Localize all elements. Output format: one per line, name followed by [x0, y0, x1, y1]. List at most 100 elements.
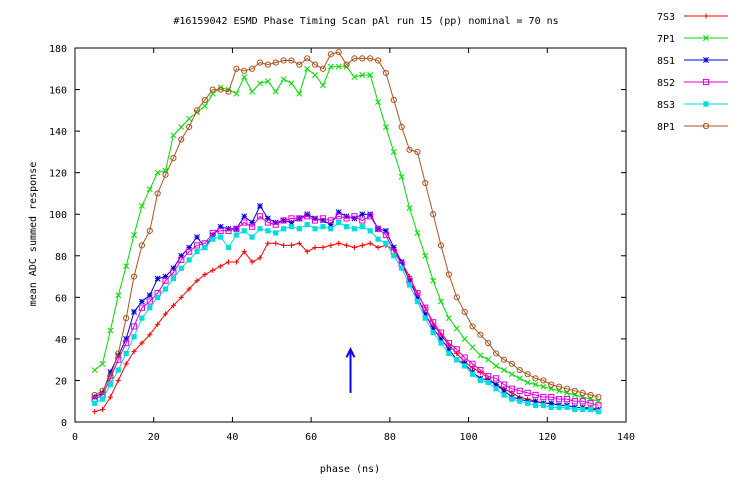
data-point-8s3	[564, 404, 570, 411]
series-8s2	[91, 213, 602, 409]
data-point-8s3	[123, 350, 129, 357]
data-point-8p1	[595, 393, 602, 401]
data-point-8s1	[351, 215, 358, 222]
data-point-8s1	[430, 325, 437, 332]
data-point-7p1	[501, 367, 507, 374]
y-tick-label: 0	[61, 418, 67, 429]
data-point-8s3	[131, 334, 137, 340]
data-point-7p1	[422, 252, 429, 259]
data-point-7s3	[336, 240, 342, 246]
data-point-8s1	[367, 211, 374, 218]
y-tick-label: 80	[55, 252, 67, 263]
data-point-8s1	[115, 352, 122, 359]
data-point-8s3	[210, 236, 216, 242]
data-point-8s2	[382, 231, 390, 239]
data-point-7p1	[304, 65, 311, 72]
data-point-7s3	[375, 244, 381, 251]
series-group	[91, 49, 602, 415]
data-point-7p1	[115, 292, 122, 299]
data-point-8s2	[193, 242, 201, 249]
data-point-8s1	[390, 244, 397, 251]
data-point-8p1	[532, 375, 539, 382]
data-point-8p1	[130, 273, 138, 280]
data-point-8s3	[485, 379, 491, 386]
data-point-8p1	[304, 55, 311, 62]
data-point-8s2	[233, 225, 240, 232]
data-point-8s2	[249, 223, 256, 230]
x-tick-label: 60	[305, 432, 317, 443]
data-point-8s1	[304, 211, 311, 218]
data-point-7p1	[241, 74, 248, 81]
data-point-8s1	[319, 217, 326, 224]
data-point-7p1	[296, 90, 303, 97]
data-point-7p1	[532, 381, 539, 388]
data-point-8s3	[202, 244, 208, 251]
data-point-8s1	[359, 211, 366, 218]
data-point-8s1	[501, 387, 507, 394]
legend-item-7s3: 7S3	[657, 12, 728, 23]
data-point-7p1	[382, 124, 389, 130]
data-point-8p1	[162, 171, 169, 178]
data-point-8p1	[225, 88, 232, 95]
series-8s3	[92, 219, 602, 415]
data-point-7s3	[202, 271, 208, 278]
data-point-7p1	[154, 169, 161, 176]
data-point-7p1	[438, 298, 444, 305]
data-point-8s3	[336, 219, 342, 226]
data-point-8s3	[249, 234, 255, 240]
data-point-8s1	[438, 335, 444, 342]
data-point-7p1	[351, 74, 358, 81]
data-point-8s3	[320, 224, 326, 230]
data-point-7s3	[131, 348, 137, 354]
data-point-8p1	[311, 61, 319, 68]
data-point-7p1	[485, 356, 492, 363]
data-point-8s1	[146, 292, 153, 299]
data-point-8s1	[493, 381, 500, 388]
data-point-7p1	[288, 80, 295, 87]
data-point-8p1	[548, 381, 555, 388]
data-point-8s3	[186, 257, 192, 263]
data-point-8s1	[532, 398, 539, 405]
data-point-8s3	[548, 404, 554, 411]
data-point-8s2	[264, 219, 271, 226]
data-point-8s2	[225, 227, 232, 234]
data-point-8p1	[288, 57, 295, 64]
data-point-7s3	[170, 303, 176, 309]
y-axis-label: mean ADC summed response	[28, 162, 39, 307]
data-point-8s3	[92, 400, 98, 406]
data-point-7p1	[249, 88, 256, 95]
data-point-8s2	[430, 319, 437, 326]
data-point-8s3	[367, 228, 373, 234]
annotations	[345, 347, 356, 393]
y-tick-label: 60	[55, 293, 67, 304]
data-point-8s3	[532, 402, 539, 408]
data-point-8s3	[462, 363, 468, 369]
data-point-8s3	[162, 286, 169, 292]
data-point-8p1	[146, 227, 153, 234]
data-point-8s3	[328, 226, 334, 232]
data-point-8p1	[115, 350, 122, 357]
series-line-7s3	[94, 242, 599, 413]
data-point-7s3	[249, 259, 255, 265]
data-point-8p1	[107, 373, 114, 380]
data-point-8p1	[99, 387, 106, 394]
data-point-7s3	[225, 259, 232, 265]
data-point-8s3	[391, 253, 397, 259]
data-point-8s2	[453, 346, 460, 353]
data-point-8p1	[414, 148, 421, 155]
data-point-8s1	[186, 244, 193, 251]
data-point-8s2	[280, 217, 287, 224]
data-point-8s1	[272, 219, 279, 226]
plot-frame	[74, 47, 627, 423]
data-point-8s1	[335, 209, 342, 216]
data-point-8s3	[304, 222, 310, 228]
data-point-7s3	[210, 267, 216, 273]
data-point-8p1	[453, 294, 460, 301]
data-point-8p1	[485, 339, 492, 347]
data-point-8s3	[399, 265, 405, 271]
data-point-8s3	[359, 224, 365, 230]
data-point-8s2	[256, 213, 264, 220]
data-point-7s3	[139, 340, 145, 346]
data-point-7s3	[241, 249, 247, 255]
data-point-8p1	[500, 356, 508, 363]
